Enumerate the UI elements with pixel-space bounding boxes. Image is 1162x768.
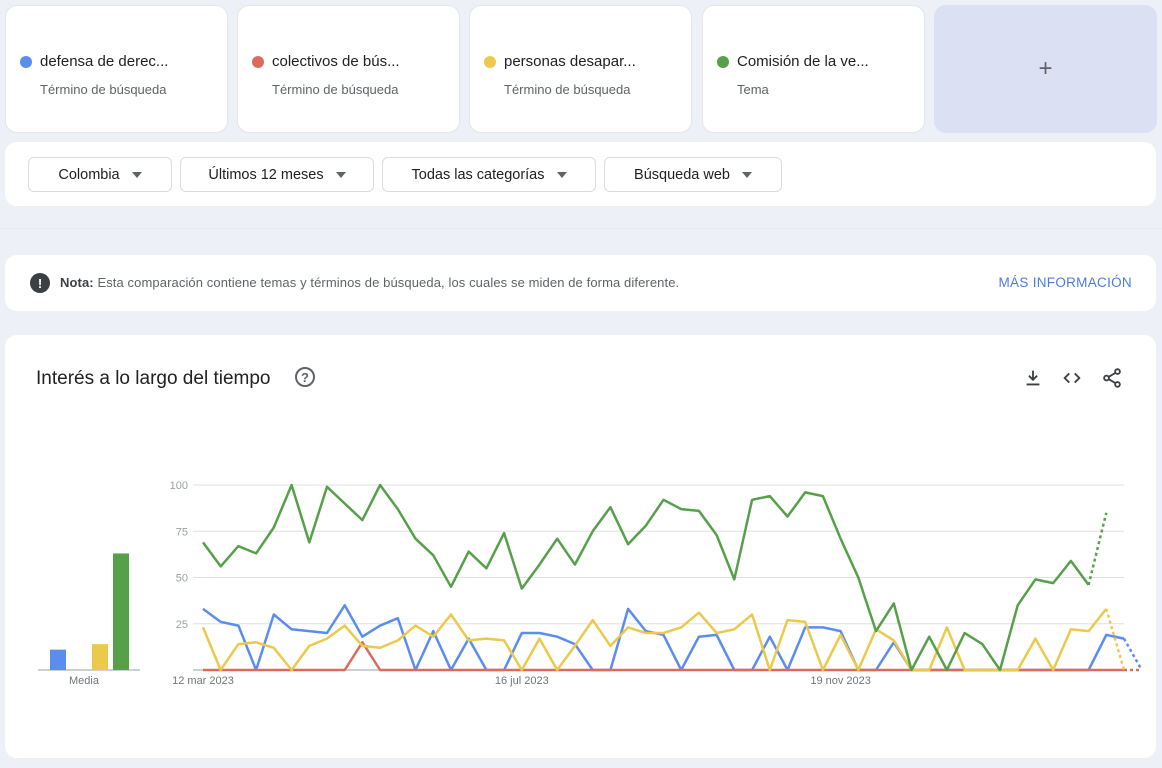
- series-dot-2: [252, 55, 264, 68]
- category-filter[interactable]: Todas las categorías: [382, 157, 596, 192]
- series-lines: [201, 483, 1143, 672]
- country-filter-label: Colombia: [58, 166, 120, 183]
- plus-icon: +: [1038, 55, 1053, 82]
- search-terms-bar: defensa de derec... Término de búsqueda …: [0, 0, 1162, 140]
- series-line-4: [201, 483, 1090, 672]
- series-partial-1: [1122, 637, 1143, 671]
- country-filter[interactable]: Colombia: [28, 157, 172, 192]
- x-axis-labels: 12 mar 2023 16 jul 2023 19 nov 2023: [172, 675, 871, 687]
- y-tick-label: 100: [170, 480, 188, 492]
- average-label: Media: [69, 675, 100, 687]
- term-card-2[interactable]: colectivos de bús... Término de búsqueda: [237, 5, 460, 133]
- average-bar-1: [50, 649, 66, 670]
- term-type: Término de búsqueda: [504, 82, 631, 97]
- help-icon[interactable]: ?: [295, 367, 315, 387]
- note-label: Nota:: [60, 275, 94, 290]
- y-tick-label: 75: [176, 526, 188, 538]
- term-type: Término de búsqueda: [272, 82, 399, 97]
- term-type: Tema: [737, 82, 769, 97]
- series-line-3: [201, 608, 1108, 672]
- note-body: Esta comparación contiene temas y términ…: [97, 275, 680, 290]
- chart-grid: 100 75 50 25: [170, 480, 1124, 671]
- term-name: defensa de derec...: [40, 53, 169, 70]
- alert-icon: !: [30, 273, 50, 293]
- download-icon[interactable]: [1022, 367, 1044, 389]
- interest-chart: 100 75 50 25 Media 12 mar 2023 16 jul 2023 19…: [38, 480, 1143, 687]
- filters-bar: Colombia Últimos 12 meses Todas las cate…: [5, 142, 1156, 206]
- average-bars: Media: [38, 553, 140, 687]
- caret-down-icon: [741, 171, 752, 178]
- term-name: personas desapar...: [504, 53, 636, 70]
- search-type-filter[interactable]: Búsqueda web: [604, 157, 782, 192]
- x-tick-label: 12 mar 2023: [172, 675, 234, 687]
- caret-down-icon: [335, 171, 346, 178]
- term-type: Término de búsqueda: [40, 82, 167, 97]
- term-card-4[interactable]: Comisión de la ve... Tema: [702, 5, 925, 133]
- panel-title: Interés a lo largo del tiempo: [36, 368, 271, 389]
- term-name: Comisión de la ve...: [737, 53, 869, 70]
- embed-icon[interactable]: [1061, 367, 1083, 389]
- y-tick-label: 25: [176, 619, 188, 631]
- term-card-1[interactable]: defensa de derec... Término de búsqueda: [5, 5, 228, 133]
- caret-down-icon: [556, 171, 567, 178]
- share-icon[interactable]: [1101, 367, 1123, 389]
- x-tick-label: 19 nov 2023: [810, 675, 871, 687]
- average-bar-3: [92, 644, 108, 670]
- caret-down-icon: [131, 171, 142, 178]
- search-type-filter-label: Búsqueda web: [634, 166, 730, 183]
- period-filter-label: Últimos 12 meses: [208, 166, 324, 183]
- term-name: colectivos de bús...: [272, 53, 400, 70]
- series-partial-4: [1087, 512, 1108, 586]
- category-filter-label: Todas las categorías: [411, 166, 545, 183]
- comparison-note: ! Nota: Esta comparación contiene temas …: [5, 255, 1156, 311]
- series-dot-4: [717, 55, 729, 68]
- series-line-2: [203, 641, 1124, 672]
- add-term-button[interactable]: +: [934, 5, 1157, 133]
- term-card-3[interactable]: personas desapar... Término de búsqueda: [469, 5, 692, 133]
- interest-over-time-panel: Interés a lo largo del tiempo ? 100 75 50 2…: [5, 335, 1156, 758]
- section-divider: [0, 228, 1162, 229]
- period-filter[interactable]: Últimos 12 meses: [180, 157, 374, 192]
- x-tick-label: 16 jul 2023: [495, 675, 549, 687]
- y-tick-label: 50: [176, 573, 188, 585]
- note-text: Nota: Esta comparación contiene temas y …: [60, 275, 679, 290]
- series-dot-3: [484, 55, 496, 68]
- series-line-1: [202, 604, 1125, 672]
- series-dot-1: [20, 55, 32, 68]
- average-bar-4: [113, 553, 129, 670]
- more-info-link[interactable]: MÁS INFORMACIÓN: [998, 275, 1132, 290]
- series-partial-3: [1105, 608, 1126, 671]
